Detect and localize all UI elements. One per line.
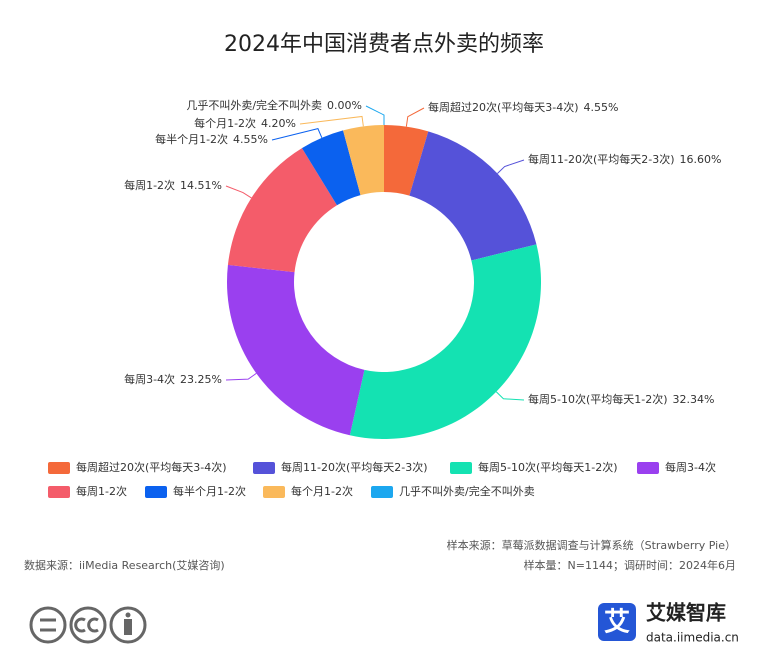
donut-slice <box>349 244 541 439</box>
legend-swatch <box>48 462 70 474</box>
brand-logo <box>598 603 636 641</box>
license-icons <box>29 606 147 644</box>
legend-label: 每个月1-2次 <box>291 484 353 498</box>
legend-label: 每周1-2次 <box>76 484 127 498</box>
chart-title: 2024年中国消费者点外卖的频率 <box>224 32 544 57</box>
legend-label: 每周3-4次 <box>665 460 716 474</box>
legend-swatch <box>48 486 70 498</box>
brand-url: data.iimedia.cn <box>646 631 739 645</box>
label-category: 每半个月1-2次 <box>155 132 228 146</box>
leader-line <box>495 391 525 401</box>
brand-name: 艾媒智库 <box>646 601 726 625</box>
data-label: 每周超过20次(平均每天3-4次) 4.55% <box>428 100 619 114</box>
label-category: 每周1-2次 <box>124 178 175 192</box>
legend-swatch <box>253 462 275 474</box>
leader-line <box>497 159 525 174</box>
label-value: 14.51% <box>180 179 222 192</box>
data-label: 每半个月1-2次 4.55% <box>155 132 268 146</box>
donut-slice <box>384 125 429 196</box>
legend-swatch <box>263 486 285 498</box>
label-category: 每周5-10次(平均每天1-2次) <box>528 392 668 406</box>
label-category: 几乎不叫外卖/完全不叫外卖 <box>186 98 322 112</box>
label-value: 0.00% <box>327 99 362 112</box>
sample-size: 样本量：N=1144；调研时间：2024年6月 <box>524 558 736 572</box>
legend-label: 每周超过20次(平均每天3-4次) <box>76 460 227 474</box>
leader-line <box>365 105 385 125</box>
icon <box>109 606 147 644</box>
legend-swatch <box>450 462 472 474</box>
icon <box>87 617 99 633</box>
leader-line <box>299 115 364 127</box>
legend-swatch <box>371 486 393 498</box>
label-value: 16.60% <box>680 153 722 166</box>
label-value: 23.25% <box>180 373 222 386</box>
data-label: 每个月1-2次 4.20% <box>194 116 296 130</box>
label-category: 每周超过20次(平均每天3-4次) <box>428 100 579 114</box>
label-category: 每个月1-2次 <box>194 116 256 130</box>
icon <box>124 619 132 635</box>
leader-line <box>225 185 252 199</box>
legend-label: 每半个月1-2次 <box>173 484 246 498</box>
icon <box>125 612 131 618</box>
data-label: 几乎不叫外卖/完全不叫外卖 0.00% <box>186 98 362 112</box>
donut-slice <box>409 131 537 261</box>
leader-line <box>225 372 257 381</box>
sample-source: 样本来源：草莓派数据调查与计算系统（Strawberry Pie） <box>447 538 736 552</box>
brand-icon: 艾 <box>604 608 630 638</box>
legend-swatch <box>637 462 659 474</box>
legend-label: 每周5-10次(平均每天1-2次) <box>478 460 618 474</box>
donut-slice <box>227 148 337 273</box>
label-value: 4.20% <box>261 117 296 130</box>
data-label: 每周1-2次 14.51% <box>124 178 222 192</box>
legend-label: 每周11-20次(平均每天2-3次) <box>281 460 428 474</box>
label-value: 4.55% <box>233 133 268 146</box>
icon <box>74 617 86 633</box>
donut-slice <box>343 125 384 196</box>
leader-line <box>405 107 425 127</box>
data-label: 每周11-20次(平均每天2-3次) 16.60% <box>528 152 721 166</box>
donut-slice <box>226 264 365 436</box>
donut-slice <box>301 130 361 206</box>
label-category: 每周11-20次(平均每天2-3次) <box>528 152 675 166</box>
label-category: 每周3-4次 <box>124 372 175 386</box>
data-label: 每周3-4次 23.25% <box>124 372 222 386</box>
label-value: 4.55% <box>584 101 619 114</box>
legend-swatch <box>145 486 167 498</box>
data-label: 每周5-10次(平均每天1-2次) 32.34% <box>528 392 714 406</box>
icon <box>29 606 67 644</box>
leader-line <box>271 128 323 141</box>
label-value: 32.34% <box>673 393 715 406</box>
data-source: 数据来源：iiMedia Research(艾媒咨询) <box>24 558 225 572</box>
icon <box>69 606 107 644</box>
legend-label: 几乎不叫外卖/完全不叫外卖 <box>399 484 535 498</box>
